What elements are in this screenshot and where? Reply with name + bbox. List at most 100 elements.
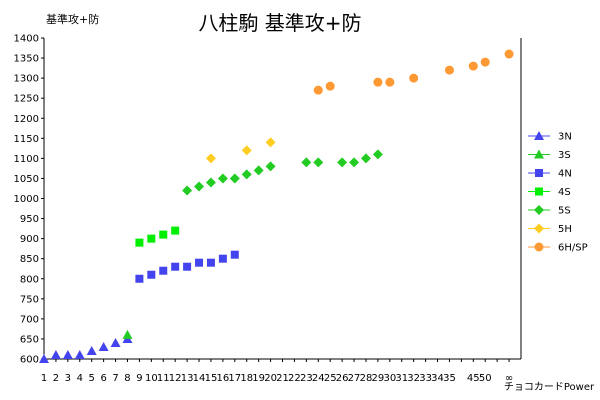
x-tick-label: 3 bbox=[65, 373, 71, 384]
legend-marker bbox=[534, 149, 544, 159]
x-tick-label: 26 bbox=[336, 373, 349, 384]
y-axis-label: 基準攻+防 bbox=[46, 12, 99, 26]
y-tick-label: 1300 bbox=[14, 74, 39, 85]
data-point bbox=[195, 258, 204, 267]
plot-area bbox=[43, 38, 522, 360]
x-tick-label: 17 bbox=[228, 373, 241, 384]
x-tick-label: 33 bbox=[419, 373, 432, 384]
data-point bbox=[230, 250, 239, 259]
data-point bbox=[206, 258, 215, 267]
data-point bbox=[241, 169, 252, 180]
data-point bbox=[313, 85, 323, 95]
legend-label: 4S bbox=[558, 187, 571, 198]
data-point bbox=[98, 341, 109, 351]
series-5s bbox=[182, 149, 383, 196]
series-4s bbox=[135, 226, 180, 247]
legend-label: 4N bbox=[558, 169, 572, 180]
y-tick-label: 1050 bbox=[14, 174, 39, 185]
y-tick-label: 1350 bbox=[14, 54, 39, 65]
legend: 3N 3S 4N 4S 5S 5H 6H/SP bbox=[528, 131, 588, 254]
x-tick-label: 1 bbox=[41, 373, 47, 384]
x-tick-label: 2 bbox=[53, 373, 59, 384]
y-tick-label: 700 bbox=[20, 314, 39, 325]
data-point bbox=[468, 61, 478, 71]
x-tick-label: 7 bbox=[112, 373, 118, 384]
data-point bbox=[253, 165, 264, 176]
data-point bbox=[86, 345, 97, 355]
x-tick-label: 20 bbox=[264, 373, 277, 384]
legend-label: 3S bbox=[558, 150, 571, 161]
data-point bbox=[182, 185, 193, 196]
data-point bbox=[205, 177, 216, 188]
y-tick-label: 650 bbox=[20, 334, 39, 345]
x-tick-label: 19 bbox=[252, 373, 265, 384]
data-point bbox=[194, 181, 205, 192]
y-tick-label: 600 bbox=[20, 355, 39, 366]
y-tick-label: 1400 bbox=[14, 34, 39, 45]
series-3s bbox=[122, 329, 133, 339]
data-point bbox=[205, 153, 216, 164]
data-point bbox=[349, 157, 360, 168]
x-tick-label: 31 bbox=[395, 373, 408, 384]
series-6h-sp bbox=[313, 49, 514, 95]
data-point bbox=[135, 274, 144, 283]
data-point bbox=[313, 157, 324, 168]
legend-marker bbox=[534, 131, 544, 140]
data-point bbox=[337, 157, 348, 168]
data-point bbox=[171, 226, 180, 235]
legend-marker bbox=[534, 242, 544, 252]
data-point bbox=[241, 145, 252, 156]
data-point bbox=[480, 57, 490, 67]
x-tick-label: 10 bbox=[145, 373, 158, 384]
x-tick-label: 29 bbox=[372, 373, 385, 384]
x-tick-label: 30 bbox=[383, 373, 396, 384]
data-point bbox=[122, 329, 133, 339]
x-tick-label: 22 bbox=[288, 373, 301, 384]
data-point bbox=[301, 157, 312, 168]
x-tick-label: ∞ bbox=[505, 373, 513, 384]
x-tick-label: 9 bbox=[136, 373, 142, 384]
data-point bbox=[159, 230, 168, 239]
legend-label: 6H/SP bbox=[558, 243, 588, 254]
y-axis-ticks: 600 650 700 750 800 850 900 950 1000 1050 1100 1150… bbox=[14, 34, 44, 366]
x-axis-label: チョコカードPower bbox=[504, 381, 595, 393]
data-point bbox=[360, 153, 371, 164]
legend-marker bbox=[534, 205, 544, 215]
y-tick-label: 900 bbox=[20, 234, 39, 245]
data-point bbox=[217, 173, 228, 184]
legend-label: 5S bbox=[558, 206, 571, 217]
data-point bbox=[147, 234, 156, 243]
data-point bbox=[171, 262, 180, 271]
x-tick-label: 27 bbox=[348, 373, 361, 384]
data-point bbox=[504, 49, 514, 59]
legend-label: 5H bbox=[558, 224, 572, 235]
data-point bbox=[385, 77, 395, 87]
x-tick-label: 15 bbox=[205, 373, 218, 384]
x-tick-label: 13 bbox=[181, 373, 194, 384]
x-tick-label: 24 bbox=[312, 373, 325, 384]
series-3n bbox=[39, 333, 133, 363]
x-tick-label: 16 bbox=[217, 373, 230, 384]
y-tick-label: 950 bbox=[20, 214, 39, 225]
legend-marker bbox=[535, 169, 543, 177]
legend-marker bbox=[535, 187, 543, 196]
x-tick-label: 32 bbox=[407, 373, 420, 384]
data-point bbox=[183, 262, 192, 271]
data-point bbox=[265, 137, 276, 148]
series-4n bbox=[135, 250, 239, 283]
x-tick-label: 34 bbox=[431, 373, 444, 384]
y-tick-label: 1100 bbox=[14, 154, 39, 165]
data-point bbox=[229, 173, 240, 184]
x-tick-label: 28 bbox=[360, 373, 373, 384]
y-tick-label: 800 bbox=[20, 274, 39, 285]
x-axis-ticks: 1 2 3 4 5 6 7 8 9 10 11 12 13 14 15 16 17 18 19 20 21 22 23 24 2… bbox=[41, 359, 513, 384]
x-tick-label: 14 bbox=[193, 373, 206, 384]
x-tick-label: 35 bbox=[443, 373, 456, 384]
y-tick-label: 1200 bbox=[14, 114, 39, 125]
data-point bbox=[147, 270, 156, 279]
chart-title: 八柱駒 基準攻+防 bbox=[198, 11, 361, 35]
data-point bbox=[159, 266, 168, 275]
data-point bbox=[372, 149, 383, 160]
data-marks bbox=[39, 49, 514, 363]
